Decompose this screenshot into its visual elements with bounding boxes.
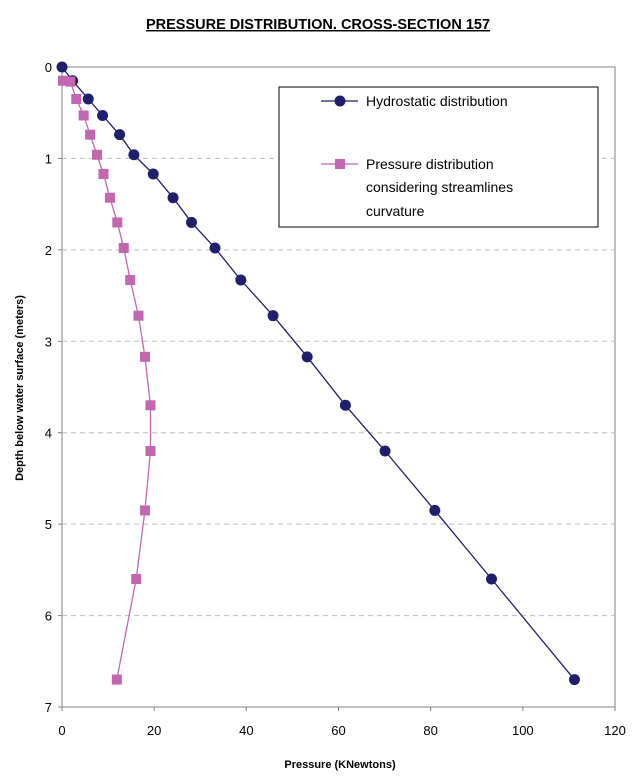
series-0-point-2 bbox=[82, 93, 94, 105]
series-1-point-2 bbox=[71, 94, 82, 104]
y-tick-label-0: 0 bbox=[45, 60, 52, 75]
y-tick-label-6: 6 bbox=[45, 609, 52, 624]
legend-curvature-label-line2: considering streamlines bbox=[366, 179, 513, 195]
series-1-point-16 bbox=[131, 574, 142, 584]
series-1-point-1 bbox=[65, 76, 76, 87]
legend: Hydrostatic distribution Pressure distri… bbox=[278, 86, 599, 228]
series-0-point-3 bbox=[97, 109, 109, 121]
series-1-point-13 bbox=[145, 400, 156, 411]
x-axis-title: Pressure (KNewtons) bbox=[284, 759, 396, 771]
x-tick-label-40: 40 bbox=[239, 723, 253, 738]
series-0-point-4 bbox=[114, 129, 126, 141]
legend-hydrostatic-marker bbox=[334, 95, 346, 107]
series-1-point-8 bbox=[112, 217, 123, 228]
series-0-point-15 bbox=[429, 504, 441, 516]
x-tick-label-120: 120 bbox=[604, 723, 626, 738]
x-tick-label-0: 0 bbox=[58, 723, 65, 738]
series-1-point-12 bbox=[139, 351, 150, 362]
series-1-point-4 bbox=[85, 129, 96, 140]
series-1-point-15 bbox=[139, 505, 150, 516]
series-0-point-10 bbox=[235, 274, 247, 286]
series-0-point-5 bbox=[128, 149, 140, 161]
legend-curvature-label-line1: Pressure distribution bbox=[366, 156, 494, 172]
series-0-point-12 bbox=[301, 351, 313, 363]
series-1-point-11 bbox=[133, 310, 144, 321]
y-tick-label-7: 7 bbox=[45, 700, 52, 715]
x-tick-label-20: 20 bbox=[147, 723, 161, 738]
series-1-point-0 bbox=[57, 75, 68, 86]
legend-curvature-marker bbox=[335, 159, 345, 169]
series-0-point-8 bbox=[185, 216, 197, 228]
series-1-point-7 bbox=[104, 192, 115, 203]
x-axis-ticks: 0 20 40 60 80 100 120 bbox=[58, 707, 626, 738]
series-0-point-16 bbox=[485, 573, 497, 585]
series-1-point-3 bbox=[78, 110, 89, 121]
x-tick-label-100: 100 bbox=[512, 723, 534, 738]
series-layer bbox=[56, 61, 580, 686]
legend-hydrostatic-label: Hydrostatic distribution bbox=[366, 93, 508, 109]
series-1-point-17 bbox=[111, 674, 122, 685]
series-1-point-5 bbox=[92, 149, 103, 160]
series-0-point-6 bbox=[147, 168, 159, 180]
y-tick-label-5: 5 bbox=[45, 517, 52, 532]
y-axis-title: Depth below water surface (meters) bbox=[14, 295, 26, 481]
series-0-point-17 bbox=[568, 674, 580, 686]
y-tick-label-3: 3 bbox=[45, 334, 52, 349]
series-1-point-6 bbox=[98, 168, 109, 179]
y-tick-label-1: 1 bbox=[45, 151, 52, 166]
y-axis-ticks: 0 1 2 3 4 5 6 7 bbox=[45, 60, 62, 715]
x-tick-label-60: 60 bbox=[331, 723, 345, 738]
series-0-point-14 bbox=[379, 445, 391, 457]
series-0-point-0 bbox=[56, 61, 68, 73]
series-1-point-10 bbox=[125, 275, 136, 286]
series-1-point-14 bbox=[145, 446, 156, 456]
series-0-point-13 bbox=[339, 399, 351, 411]
x-tick-label-80: 80 bbox=[423, 723, 437, 738]
chart-title: PRESSURE DISTRIBUTION. CROSS-SECTION 157 bbox=[146, 17, 490, 33]
series-1-point-9 bbox=[118, 243, 129, 254]
legend-curvature-label-line3: curvature bbox=[366, 203, 425, 219]
series-0-point-9 bbox=[209, 242, 221, 254]
series-0-point-11 bbox=[267, 310, 279, 322]
y-tick-label-4: 4 bbox=[45, 426, 52, 441]
y-tick-label-2: 2 bbox=[45, 243, 52, 258]
series-0-point-7 bbox=[167, 192, 179, 204]
